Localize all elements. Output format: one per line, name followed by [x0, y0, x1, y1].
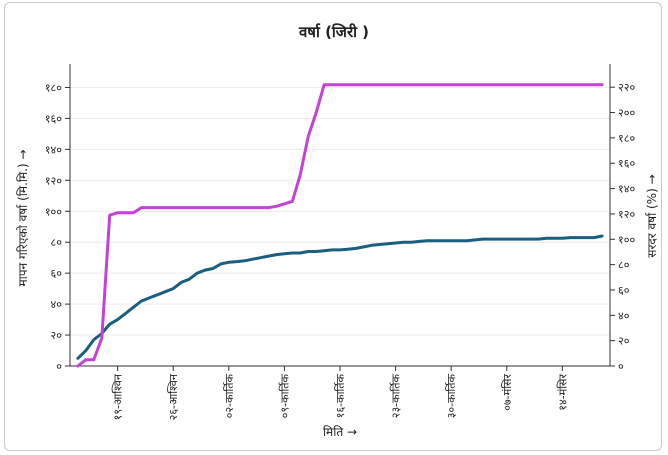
left-tick-label: १२०: [45, 174, 62, 187]
right-tick-label: ०: [618, 360, 624, 373]
left-tick-label: ०: [56, 360, 62, 373]
right-tick-label: १८०: [618, 132, 635, 145]
right-tick-label: १२०: [618, 208, 635, 221]
axes-layer: ० २० ४० ६० ८० १०० १२० १४० १६० १८० ० २० ४० ६० ८० १०० १२० १…: [45, 64, 635, 420]
x-tick-label: ०२-कार्तिक: [223, 373, 236, 418]
left-tick-label: ६०: [51, 267, 63, 280]
x-tick-label: ०७-मंसिर: [501, 374, 514, 411]
x-tick-label: २६-आश्विन: [167, 373, 180, 420]
series-layer: [76, 83, 604, 368]
x-tick-label: १४-मंसिर: [556, 374, 569, 411]
right-tick-label: ४०: [618, 309, 630, 322]
grid-layer: [70, 86, 610, 367]
left-tick-label: २०: [51, 329, 63, 342]
x-tick-label: ०९-कार्तिक: [278, 373, 291, 418]
left-y-axis-title: मापन गरिएको वर्षा (मि.मि.) →: [16, 149, 30, 286]
right-tick-label: २०: [618, 335, 630, 348]
series-line-measured: [76, 234, 604, 360]
right-tick-label: १००: [618, 233, 635, 246]
left-tick-label: १००: [45, 205, 62, 218]
series-line-average-percent: [76, 83, 604, 368]
right-y-axis-title: सरदर वर्षा (%) →: [645, 174, 659, 257]
left-tick-label: ४०: [51, 298, 63, 311]
chart-title: वर्षा (जिरी ): [298, 23, 369, 41]
left-tick-label: १८०: [45, 81, 62, 94]
x-tick-label: ३०-कार्तिक: [445, 373, 458, 418]
right-tick-label: २००: [618, 107, 635, 120]
chart-frame: [4, 2, 662, 451]
x-axis-title: मिति →: [323, 425, 357, 439]
right-tick-label: २२०: [618, 81, 635, 94]
x-tick-label: १९-आश्विन: [112, 373, 125, 420]
right-tick-label: ६०: [618, 284, 630, 297]
right-tick-label: १४०: [618, 183, 635, 196]
left-tick-label: १४०: [45, 143, 62, 156]
left-tick-label: १६०: [45, 112, 62, 125]
right-tick-label: ८०: [618, 259, 630, 272]
x-tick-label: २३-कार्तिक: [390, 373, 403, 418]
x-tick-label: १६-कार्तिक: [334, 373, 347, 418]
left-tick-label: ८०: [51, 236, 63, 249]
right-tick-label: १६०: [618, 157, 635, 170]
